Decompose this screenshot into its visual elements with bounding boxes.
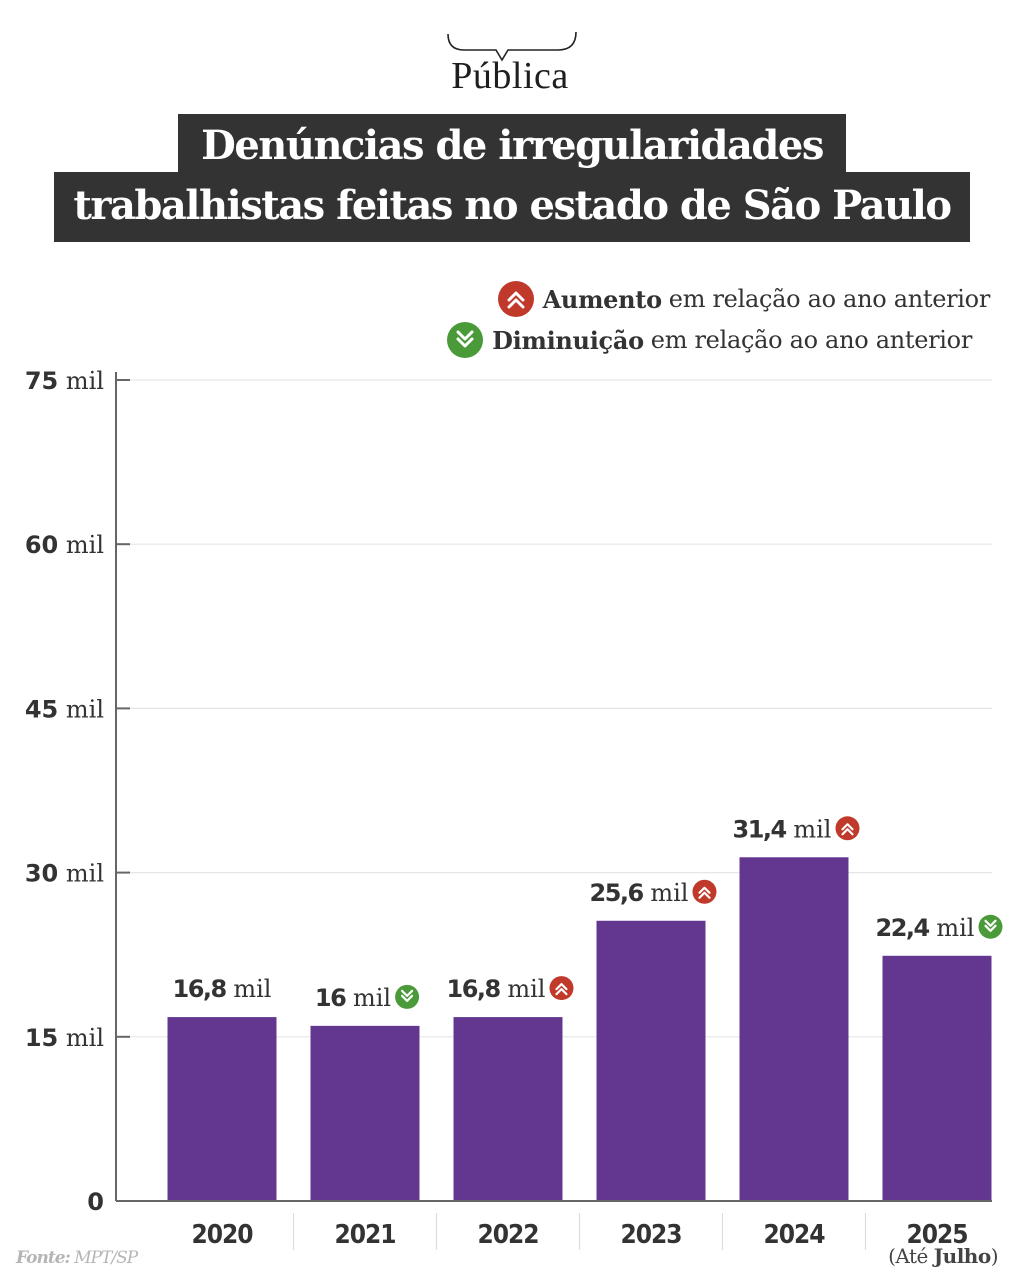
data-label: 31,4 mil [733, 815, 832, 843]
y-tick-label: 30 mil [25, 860, 104, 888]
decrease-icon [395, 984, 420, 1009]
increase-icon [835, 816, 860, 841]
source-note: Fonte: MPT/SP [16, 1248, 138, 1268]
logo-text: Pública [451, 55, 569, 97]
increase-icon [549, 976, 574, 1001]
data-label: 16,8 mil [447, 975, 546, 1003]
x-tick-label: 2023 [620, 1220, 681, 1250]
x-tick-label: 2024 [763, 1220, 825, 1250]
icon-chevrons [698, 886, 711, 899]
legend-decrease-label: Diminuição [492, 325, 644, 355]
source-label: Fonte: [16, 1248, 71, 1268]
data-label: 16,8 mil [173, 975, 272, 1003]
bar-2022 [453, 1017, 563, 1201]
x-tick-label: 2021 [334, 1220, 395, 1250]
icon-chevrons [400, 989, 414, 1002]
bar-2024 [739, 857, 849, 1201]
decrease-badge-icon [447, 322, 484, 358]
x-tick-label: 2020 [191, 1220, 253, 1250]
bar-2020 [167, 1017, 277, 1201]
y-tick-label: 75 mil [25, 367, 104, 395]
bar-2025 [882, 955, 992, 1201]
y-tick-label: 60 mil [25, 531, 104, 559]
note-suffix: ) [990, 1244, 999, 1268]
legend-decrease: Diminuição em relação ao ano anterior [447, 322, 972, 358]
legend-decrease-text: em relação ao ano anterior [650, 326, 973, 354]
y-tick-label: 15 mil [25, 1024, 104, 1052]
speech-bracket-icon [447, 31, 577, 62]
publica-logo: Pública [420, 28, 600, 98]
chart-title-line-2: trabalhistas feitas no estado de São Pau… [54, 172, 970, 242]
decrease-icon [978, 914, 1003, 939]
bar-2023 [596, 920, 706, 1201]
chart-title-line-1: Denúncias de irregularidades [178, 114, 846, 174]
note-month: Julho [933, 1244, 991, 1268]
data-label: 16 mil [315, 984, 391, 1012]
data-label: 25,6 mil [590, 879, 689, 907]
partial-year-note: (Até Julho) [888, 1244, 998, 1268]
legend-increase: Aumento em relação ao ano anterior [497, 281, 991, 317]
bar-2021 [310, 1025, 420, 1201]
legend-increase-label: Aumento [542, 284, 662, 314]
note-prefix: (Até [888, 1244, 928, 1268]
x-tick-label: 2022 [477, 1220, 538, 1250]
icon-chevrons [555, 982, 568, 996]
x-tick-label: 2025 [906, 1220, 967, 1250]
data-label: 22,4 mil [876, 914, 975, 942]
increase-badge-icon [497, 281, 534, 317]
icon-chevrons [841, 823, 854, 836]
icon-chevrons [984, 919, 997, 932]
increase-icon [692, 879, 717, 904]
legend-increase-text: em relação ao ano anterior [668, 285, 991, 313]
source-value: MPT/SP [74, 1248, 138, 1268]
y-tick-label: 0 [87, 1188, 104, 1216]
y-tick-label: 45 mil [25, 695, 104, 723]
